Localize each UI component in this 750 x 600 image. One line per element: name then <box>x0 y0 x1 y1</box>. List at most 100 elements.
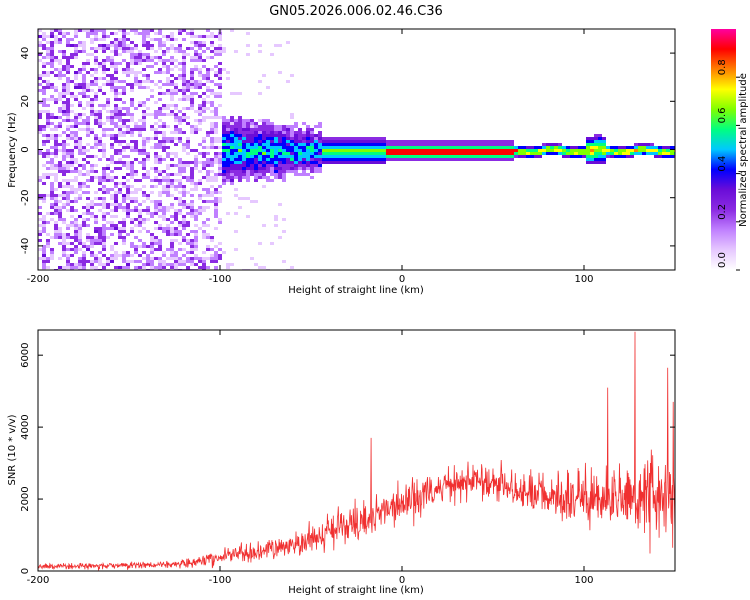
spectrogram-cell <box>278 236 282 239</box>
spectrogram-cell <box>50 164 54 167</box>
spectrogram-cell <box>414 149 418 152</box>
spectrogram-cell <box>582 155 586 158</box>
spectrogram-cell <box>298 131 302 134</box>
spectrogram-cell <box>398 146 402 149</box>
spectrogram-cell <box>158 119 162 122</box>
spectrogram-cell <box>346 143 350 146</box>
spectrogram-cell <box>238 197 242 200</box>
spectrogram-cell <box>46 194 50 197</box>
spectrogram-cell <box>182 218 186 221</box>
spectrogram-cell <box>58 110 62 113</box>
spectrogram-cell <box>538 149 542 152</box>
spectrogram-cell <box>102 107 106 110</box>
spectrogram-cell <box>158 125 162 128</box>
spectrogram-cell <box>42 131 46 134</box>
spectrogram-cell <box>238 128 242 131</box>
spectrogram-cell <box>398 143 402 146</box>
spectrogram-cell <box>198 248 202 251</box>
spectrogram-cell <box>38 233 42 236</box>
spectrogram-cell <box>166 89 170 92</box>
spectrogram-cell <box>158 170 162 173</box>
spectrogram-cell <box>250 140 254 143</box>
spectrogram-cell <box>98 137 102 140</box>
spectrogram-cell <box>214 206 218 209</box>
spectrogram-cell <box>138 239 142 242</box>
spectrogram-cell <box>326 155 330 158</box>
spectrogram-cell <box>102 242 106 245</box>
spectrogram-cell <box>62 140 66 143</box>
spectrogram-cell <box>170 89 174 92</box>
spectrogram-cell <box>126 146 130 149</box>
spectrogram-cell <box>174 155 178 158</box>
spectrogram-cell <box>182 200 186 203</box>
spectrogram-cell <box>190 209 194 212</box>
spectrogram-cell <box>142 104 146 107</box>
spectrogram-cell <box>506 140 510 143</box>
spectrogram-cell <box>82 191 86 194</box>
spectrogram-cell <box>246 197 250 200</box>
spectrogram-cell <box>86 32 90 35</box>
spectrogram-cell <box>82 92 86 95</box>
spectrogram-cell <box>166 173 170 176</box>
spectrogram-cell <box>214 107 218 110</box>
spectrogram-cell <box>378 146 382 149</box>
spectrogram-cell <box>162 227 166 230</box>
spectrogram-cell <box>94 239 98 242</box>
spectrogram-cell <box>86 134 90 137</box>
spectrogram-cell <box>78 122 82 125</box>
spectrogram-cell <box>82 242 86 245</box>
spectrogram-cell <box>78 233 82 236</box>
spectrogram-cell <box>150 185 154 188</box>
spectrogram-cell <box>274 158 278 161</box>
spectrogram-cell <box>150 38 154 41</box>
spectrogram-cell <box>398 152 402 155</box>
spectrogram-cell <box>506 155 510 158</box>
spectrogram-cell <box>250 164 254 167</box>
spectrogram-cell <box>418 140 422 143</box>
spectrogram-cell <box>158 158 162 161</box>
spectrogram-cell <box>154 32 158 35</box>
spectrogram-cell <box>50 251 54 254</box>
spectrogram-cell <box>42 176 46 179</box>
spectrogram-cell <box>286 167 290 170</box>
spectrogram-cell <box>186 107 190 110</box>
spectrogram-cell <box>630 152 634 155</box>
spectrogram-cell <box>214 188 218 191</box>
spectrogram-cell <box>146 80 150 83</box>
spectrogram-cell <box>70 119 74 122</box>
spectrogram-cell <box>218 167 222 170</box>
spectrogram-cell <box>250 122 254 125</box>
spectrogram-cell <box>38 41 42 44</box>
spectrogram-cell <box>42 245 46 248</box>
spectrogram-cell <box>606 149 610 152</box>
spectrogram-cell <box>78 227 82 230</box>
spectrogram-cell <box>38 59 42 62</box>
spectrogram-cell <box>210 56 214 59</box>
spectrogram-cell <box>202 188 206 191</box>
spectrogram-cell <box>430 140 434 143</box>
spectrogram-cell <box>122 194 126 197</box>
spectrogram-cell <box>78 260 82 263</box>
spectrogram-cell <box>334 155 338 158</box>
spectrogram-cell <box>222 176 226 179</box>
spectrogram-cell <box>314 170 318 173</box>
spectrogram-cell <box>158 224 162 227</box>
spectrogram-cell <box>278 146 282 149</box>
spectrogram-cell <box>186 164 190 167</box>
spectrogram-cell <box>170 110 174 113</box>
spectrogram-cell <box>174 152 178 155</box>
spectrogram-cell <box>42 194 46 197</box>
spectrogram-cell <box>418 146 422 149</box>
spectrogram-cell <box>318 149 322 152</box>
spectrogram-cell <box>138 104 142 107</box>
spectrogram-cell <box>38 179 42 182</box>
spectrogram-cell <box>170 77 174 80</box>
spectrogram-cell <box>38 128 42 131</box>
spectrogram-cell <box>562 155 566 158</box>
spectrogram-cell <box>194 149 198 152</box>
spectrogram-cell <box>282 179 286 182</box>
spectrogram-cell <box>270 137 274 140</box>
spectrogram-cell <box>178 134 182 137</box>
spectrogram-cell <box>390 158 394 161</box>
spectrogram-cell <box>514 152 518 155</box>
